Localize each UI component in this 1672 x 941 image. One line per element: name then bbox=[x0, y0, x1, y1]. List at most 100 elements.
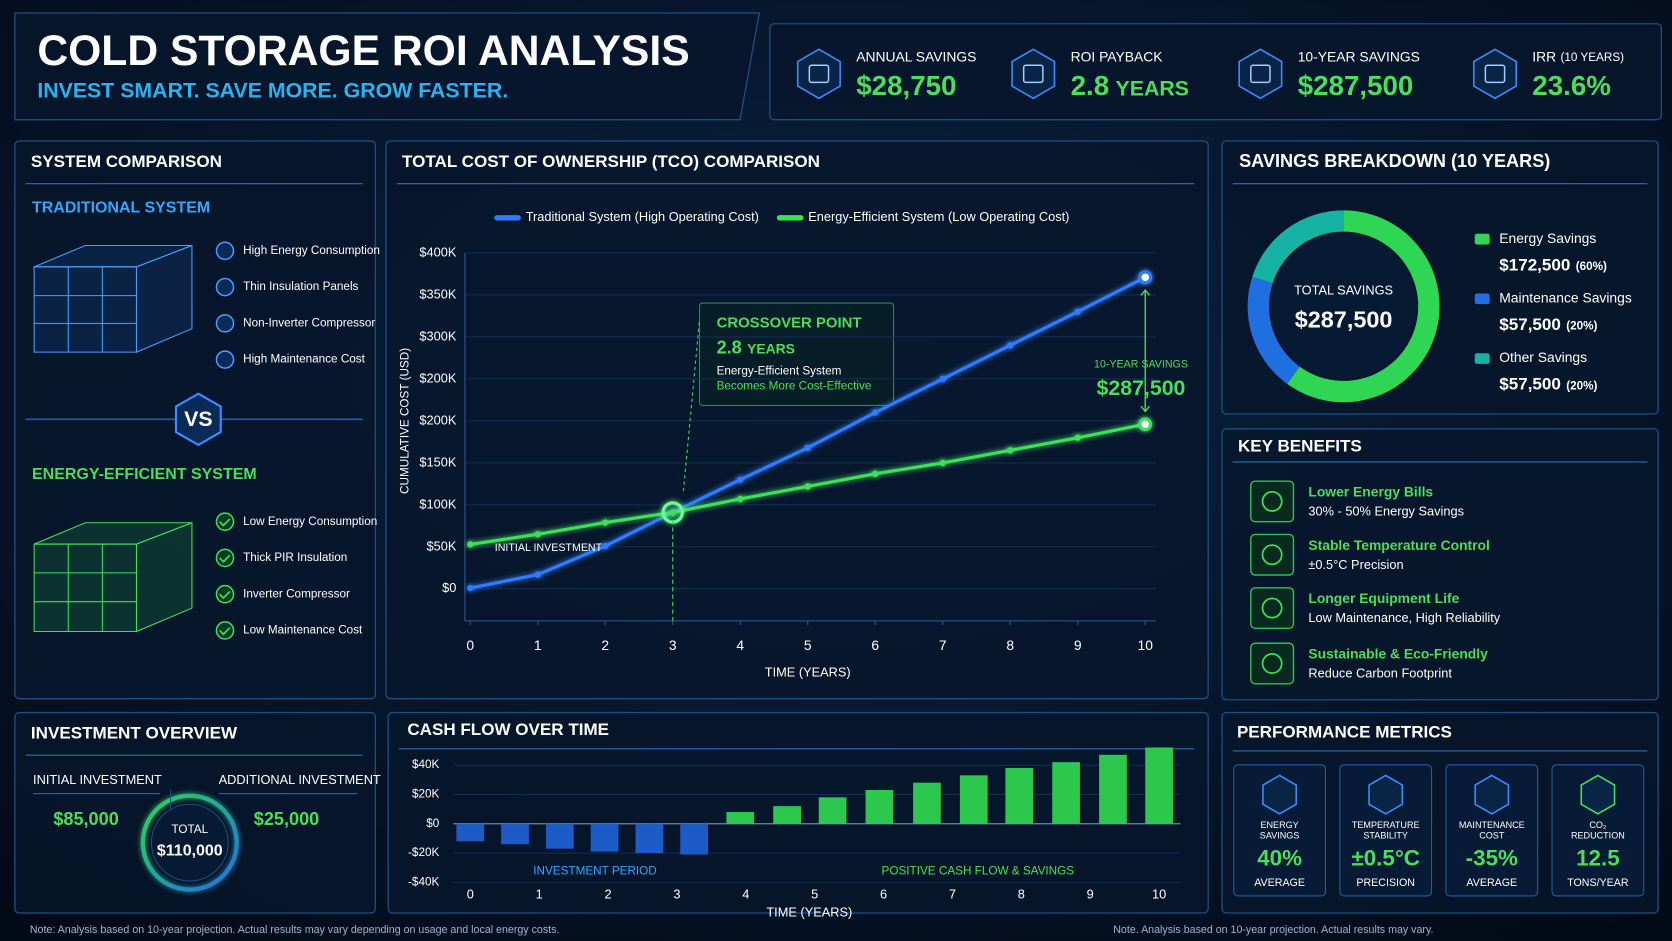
y-tick-label: $200K bbox=[419, 370, 456, 385]
point bbox=[737, 476, 744, 483]
bar bbox=[545, 823, 574, 849]
kpi-unit: YEARS bbox=[1116, 76, 1189, 100]
donut-center bbox=[1271, 233, 1417, 379]
benefit-title: Longer Equipment Life bbox=[1308, 590, 1459, 606]
total-label: TOTAL bbox=[171, 823, 208, 836]
metric-label: REDUCTION bbox=[1571, 831, 1625, 841]
benefit-icon bbox=[1250, 480, 1295, 523]
x-tick-label: 5 bbox=[804, 637, 812, 653]
legend-label: Energy Savings bbox=[1499, 230, 1596, 246]
total-inner bbox=[150, 803, 229, 882]
center-label: TOTAL SAVINGS bbox=[1294, 283, 1393, 298]
x-tick-label: 10 bbox=[1152, 886, 1166, 901]
bar bbox=[865, 789, 894, 824]
metric-value: -35% bbox=[1466, 846, 1518, 871]
point bbox=[1074, 434, 1081, 441]
tco-panel bbox=[385, 140, 1209, 700]
bar bbox=[1099, 754, 1127, 824]
vs-badge bbox=[174, 392, 222, 447]
kpi-icon-glyph bbox=[1250, 64, 1271, 84]
annotation: Becomes More Cost-Effective bbox=[717, 379, 872, 392]
metric-card bbox=[1551, 764, 1645, 897]
metric-icon bbox=[1368, 774, 1404, 815]
feature: Non-Inverter Compressor bbox=[243, 316, 375, 329]
point bbox=[1074, 308, 1081, 315]
check-icon bbox=[219, 590, 231, 600]
metric-card bbox=[1233, 764, 1326, 897]
kpi-icon bbox=[1238, 48, 1283, 100]
kpi-icon bbox=[796, 48, 841, 100]
metrics-panel bbox=[1221, 711, 1659, 914]
metric-label: STABILITY bbox=[1363, 831, 1408, 841]
benefit-title: Sustainable & Eco-Friendly bbox=[1308, 646, 1488, 662]
x-tick-label: 10 bbox=[1138, 637, 1154, 653]
benefit-glyph bbox=[1261, 653, 1283, 674]
x-tick-label: 8 bbox=[1018, 886, 1025, 901]
value: $85,000 bbox=[53, 809, 118, 829]
legend-label: Other Savings bbox=[1499, 349, 1587, 365]
kpi-value: 2.8 bbox=[1071, 70, 1110, 101]
total-ring bbox=[140, 793, 239, 892]
benefit-icon bbox=[1250, 533, 1295, 576]
feature-icon bbox=[215, 350, 235, 369]
note: Note. Analysis based on 10-year projecti… bbox=[1113, 924, 1433, 936]
annotation: YEARS bbox=[747, 341, 795, 357]
bar bbox=[1145, 747, 1173, 824]
legend-label: Traditional System (High Operating Cost) bbox=[526, 209, 759, 224]
x-tick-label: 1 bbox=[534, 637, 542, 653]
point bbox=[534, 571, 541, 578]
x-tick-label: 7 bbox=[939, 637, 947, 653]
annotation: 2.8 bbox=[717, 338, 742, 358]
point bbox=[1138, 270, 1153, 285]
metric-label: ENERGY bbox=[1260, 820, 1298, 830]
y-tick-label: $50K bbox=[427, 538, 457, 553]
panel-title: PERFORMANCE METRICS bbox=[1237, 722, 1452, 741]
crossover-box bbox=[698, 302, 895, 406]
total-value: $110,000 bbox=[157, 842, 223, 859]
feature: Inverter Compressor bbox=[243, 587, 350, 600]
kpi-icon-glyph bbox=[1484, 64, 1506, 84]
data-label: (20%) bbox=[1566, 320, 1597, 333]
metric-note: PRECISION bbox=[1356, 877, 1415, 889]
x-tick-label: 5 bbox=[811, 886, 818, 901]
kpi-value: 23.6% bbox=[1532, 70, 1611, 101]
feature-icon bbox=[215, 621, 235, 640]
subtitle: INVEST SMART. SAVE MORE. GROW FASTER. bbox=[37, 79, 508, 103]
metric-icon bbox=[1580, 774, 1616, 815]
y-tick-label: -$20K bbox=[408, 846, 439, 859]
x-tick-label: 1 bbox=[536, 886, 543, 901]
point bbox=[1138, 417, 1153, 432]
y-tick-label: $300K bbox=[419, 328, 456, 343]
legend-amount: $172,500 bbox=[1499, 255, 1570, 274]
panel-title: CASH FLOW OVER TIME bbox=[407, 720, 609, 739]
legend-amount: $57,500 bbox=[1499, 375, 1561, 394]
bar bbox=[456, 823, 485, 842]
panel-title: SAVINGS BREAKDOWN (10 YEARS) bbox=[1239, 151, 1550, 171]
benefit-desc: ±0.5°C Precision bbox=[1308, 557, 1403, 572]
feature-icon bbox=[215, 512, 235, 531]
feature: Low Maintenance Cost bbox=[243, 624, 363, 637]
bar bbox=[501, 823, 529, 845]
panel-title: INVESTMENT OVERVIEW bbox=[31, 723, 238, 742]
bar bbox=[726, 811, 755, 824]
value: $25,000 bbox=[254, 809, 319, 829]
pie-slice bbox=[1247, 276, 1300, 384]
benefit-icon bbox=[1250, 642, 1295, 685]
feature: Low Energy Consumption bbox=[243, 515, 377, 528]
point bbox=[467, 584, 474, 592]
kpi-label: IRR bbox=[1532, 48, 1556, 64]
panel-title: SYSTEM COMPARISON bbox=[31, 152, 222, 171]
point bbox=[1007, 447, 1014, 454]
feature-icon bbox=[215, 314, 235, 333]
x-tick-label: 7 bbox=[949, 886, 956, 901]
benefits-panel bbox=[1221, 428, 1659, 701]
annotation: $287,500 bbox=[1097, 376, 1186, 400]
efficient-cube bbox=[33, 521, 193, 633]
label: ADDITIONAL INVESTMENT bbox=[219, 772, 381, 787]
feature: High Energy Consumption bbox=[243, 244, 380, 257]
y-tick-label: $150K bbox=[419, 454, 456, 469]
benefit-desc: 30% - 50% Energy Savings bbox=[1308, 503, 1464, 518]
note: Note: Analysis based on 10-year projecti… bbox=[30, 924, 560, 936]
